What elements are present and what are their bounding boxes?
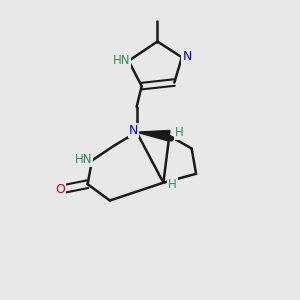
Polygon shape [136,130,170,141]
Text: H: H [168,178,177,191]
Text: N: N [129,124,138,136]
Text: HN: HN [113,54,130,67]
Text: H: H [175,126,183,139]
Text: HN: HN [75,153,92,166]
Text: N: N [182,50,192,63]
Text: O: O [55,183,65,196]
